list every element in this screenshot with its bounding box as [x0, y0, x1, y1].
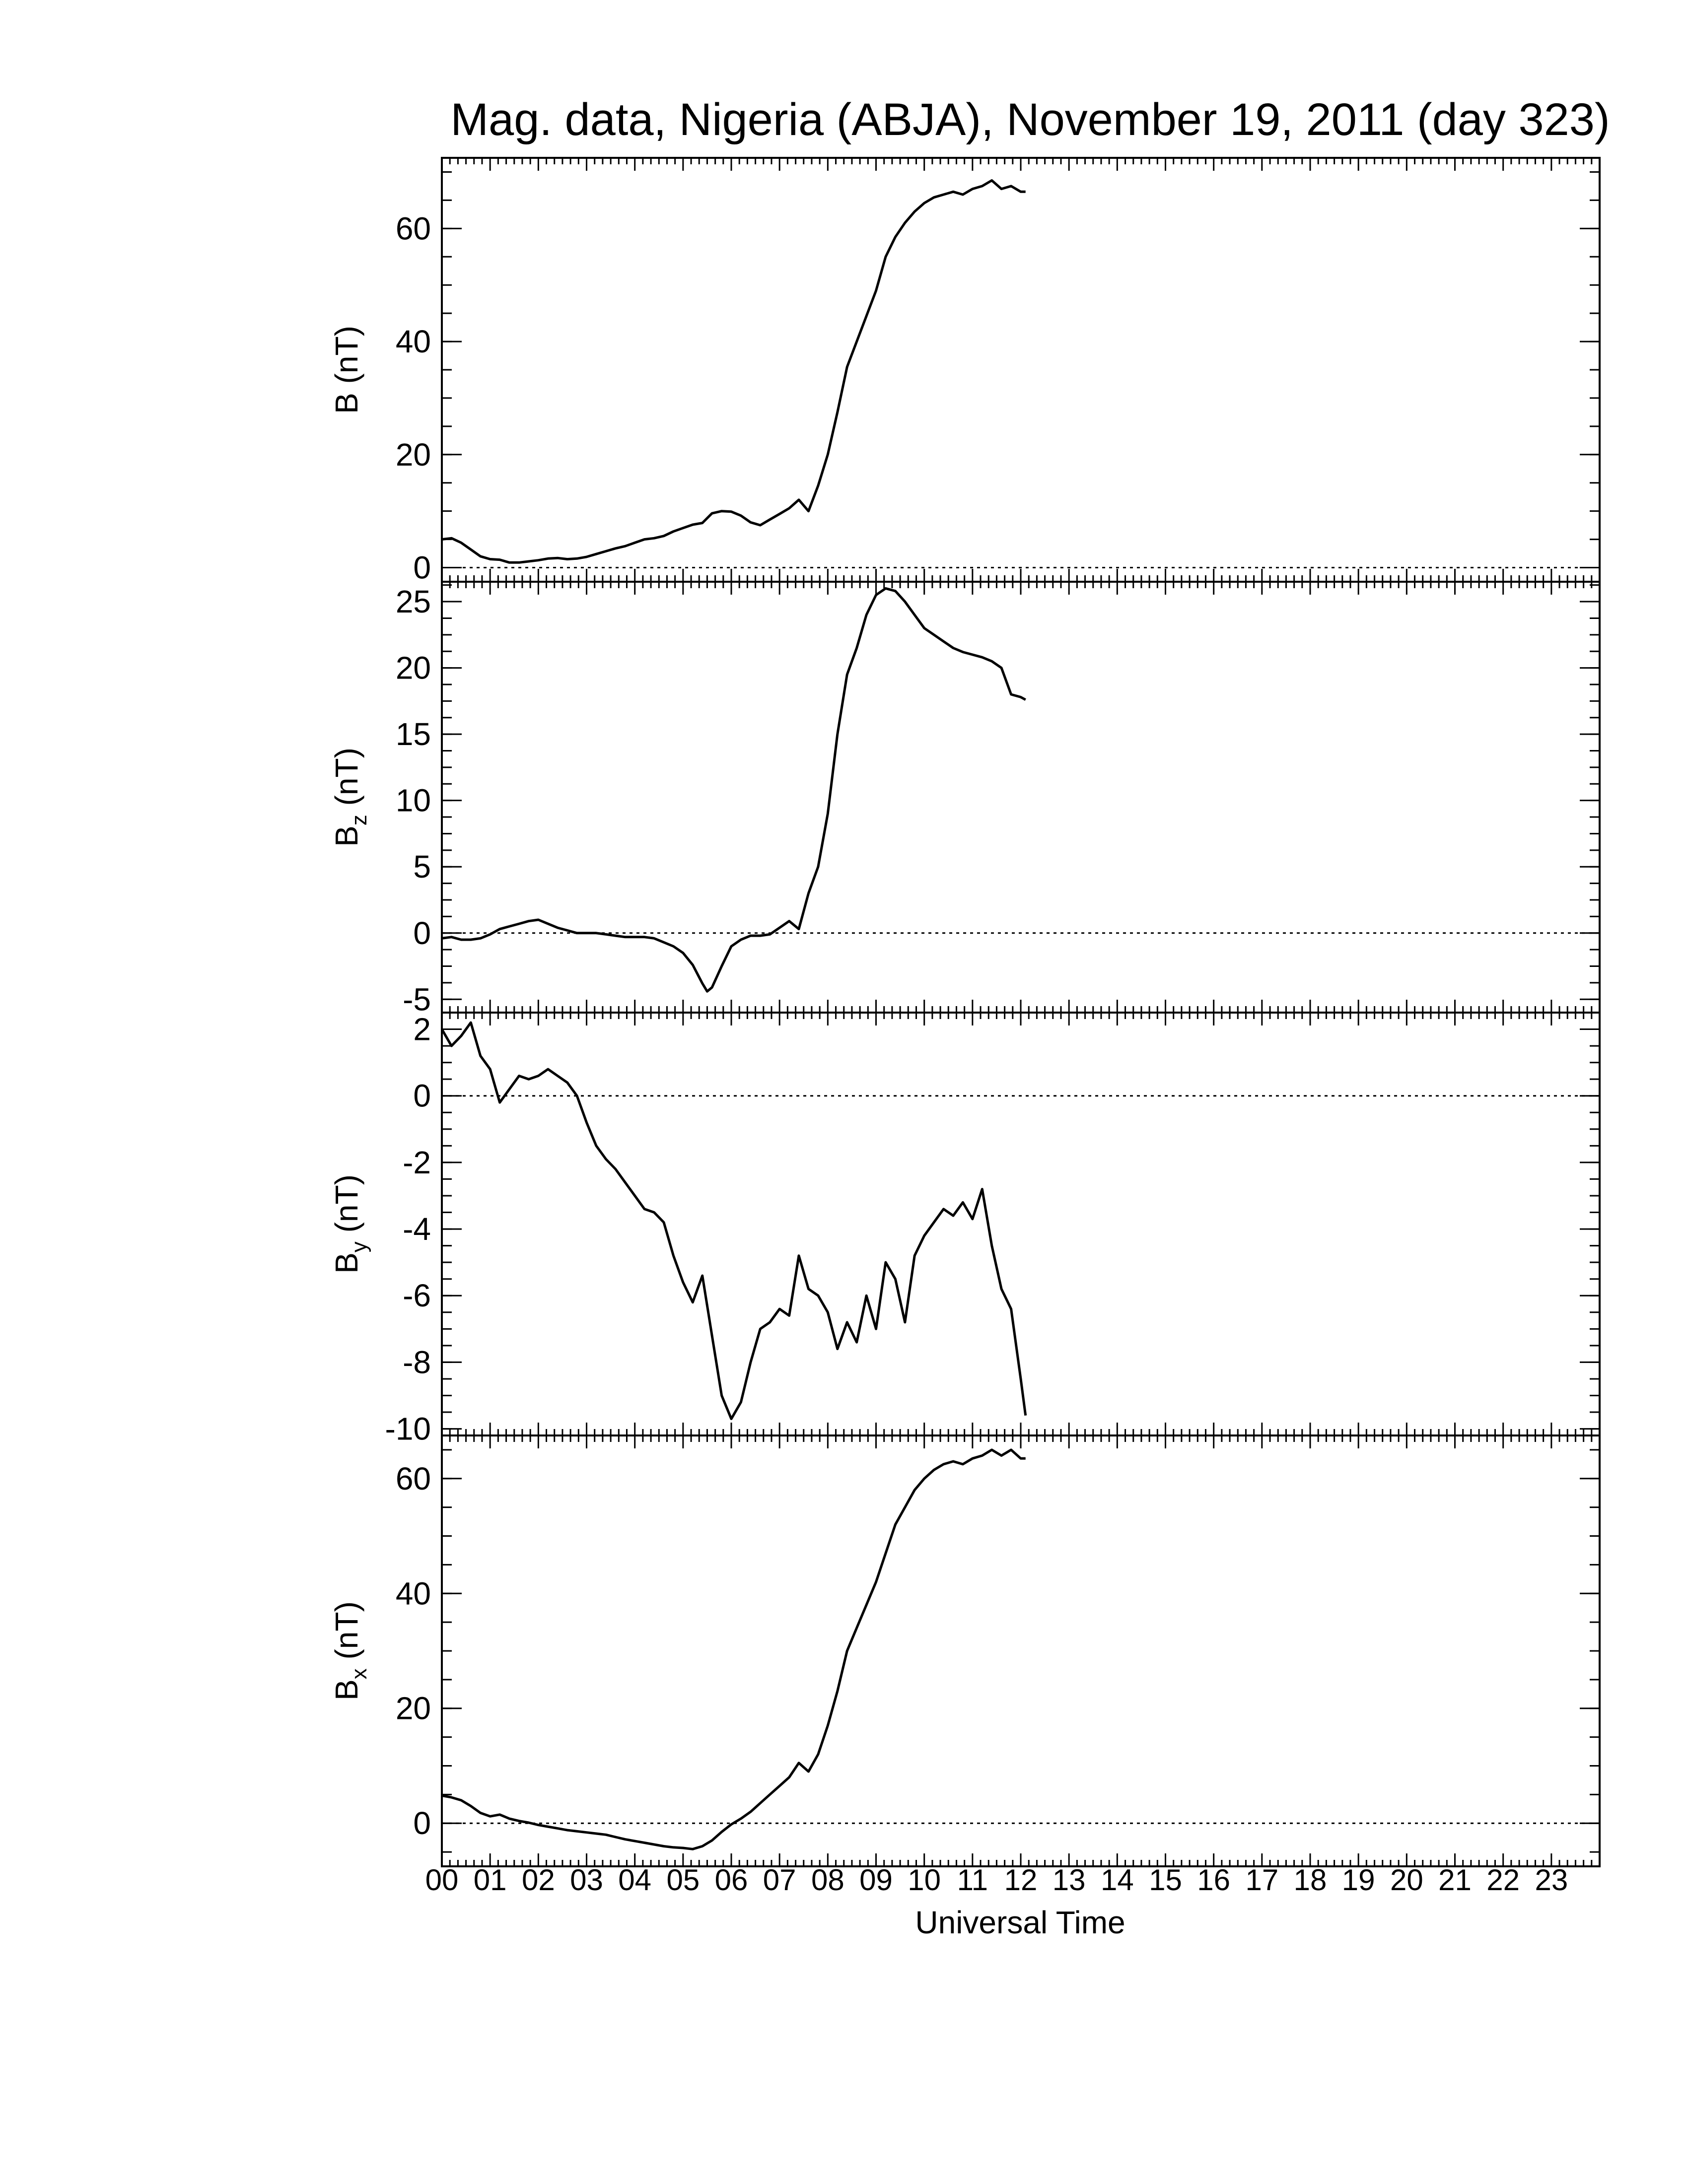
series-line-bz — [441, 587, 1026, 993]
y-tick-label-by: 2 — [413, 1012, 431, 1047]
panel-frame-bz — [441, 581, 1601, 1014]
x-ticks-by — [441, 1013, 1601, 1435]
chart-title: Mag. data, Nigeria (ABJA), November 19, … — [450, 94, 1610, 145]
series-line-b — [441, 179, 1026, 564]
y-tick-label-bz: 10 — [396, 783, 431, 819]
x-ticks-b — [441, 158, 1601, 582]
y-axis-label-bx: Bx (nT) — [329, 1601, 371, 1701]
y-tick-label-bz: 25 — [396, 584, 431, 619]
x-tick-label: 18 — [1294, 1863, 1327, 1897]
x-axis-label: Universal Time — [915, 1905, 1125, 1940]
y-axis-label-bz: Bz (nT) — [329, 748, 371, 847]
x-tick-label: 13 — [1053, 1863, 1086, 1897]
panel-bx: 0 20 40 60 Bx (nT) — [329, 1434, 1601, 1867]
x-ticks-bx — [441, 1435, 1601, 1866]
x-tick-label: 09 — [859, 1863, 893, 1897]
y-tick-label-bz: 20 — [396, 650, 431, 686]
y-tick-label-by: -4 — [403, 1211, 431, 1247]
panel-bz: -5 0 5 10 15 20 25 Bz (nT) — [329, 581, 1601, 1017]
y-tick-label-bx: 20 — [396, 1691, 431, 1726]
x-tick-label: 07 — [763, 1863, 796, 1897]
y-tick-label-b: 0 — [413, 550, 431, 586]
series-line-bx — [441, 1448, 1026, 1850]
y-ticks-b — [442, 171, 1600, 569]
x-tick-label: 11 — [957, 1863, 988, 1897]
y-tick-label-by: -10 — [385, 1411, 431, 1447]
x-tick-label: 06 — [715, 1863, 748, 1897]
y-tick-label-bx: 60 — [396, 1461, 431, 1497]
x-tick-label: 23 — [1535, 1863, 1568, 1897]
y-tick-label-by: -8 — [403, 1344, 431, 1380]
y-axis-label-by: By (nT) — [329, 1174, 371, 1274]
y-tick-label-b: 60 — [396, 210, 431, 246]
x-tick-label: 00 — [425, 1863, 459, 1897]
panel-frame-b — [441, 157, 1601, 583]
x-tick-label: 08 — [811, 1863, 844, 1897]
y-tick-label-bz: -5 — [403, 981, 431, 1017]
x-tick-labels: 00 01 02 03 04 05 06 07 08 09 10 11 12 13 14 15 16 17 18 19… — [425, 1863, 1568, 1897]
y-tick-label-by: -2 — [403, 1145, 431, 1180]
y-ticks-by — [442, 1012, 1600, 1430]
x-tick-label: 03 — [570, 1863, 603, 1897]
x-tick-label: 10 — [908, 1863, 941, 1897]
x-tick-label: 01 — [474, 1863, 507, 1897]
panel-b: 0 20 40 60 B (nT) — [329, 157, 1601, 586]
panel-frame-bx — [441, 1434, 1601, 1867]
y-axis-label-b: B (nT) — [329, 326, 364, 414]
y-tick-label-bx: 40 — [396, 1575, 431, 1611]
x-ticks-bz — [441, 582, 1601, 1013]
x-tick-label: 14 — [1101, 1863, 1134, 1897]
x-tick-label: 20 — [1390, 1863, 1423, 1897]
panel-by: -10 -8 -6 -4 -2 0 2 By (nT) — [329, 1012, 1601, 1447]
x-tick-label: 15 — [1149, 1863, 1182, 1897]
x-tick-label: 12 — [1004, 1863, 1038, 1897]
y-tick-label-bx: 0 — [413, 1805, 431, 1841]
y-ticks-bz — [442, 584, 1600, 1000]
x-tick-label: 02 — [522, 1863, 555, 1897]
series-line-by — [440, 1021, 1027, 1420]
x-tick-label: 19 — [1342, 1863, 1375, 1897]
y-tick-label-bz: 0 — [413, 915, 431, 951]
y-tick-label-b: 40 — [396, 324, 431, 359]
x-tick-label: 21 — [1438, 1863, 1472, 1897]
y-tick-label-b: 20 — [396, 437, 431, 473]
x-tick-label: 22 — [1486, 1863, 1520, 1897]
x-tick-label: 04 — [618, 1863, 651, 1897]
y-tick-label-by: -6 — [403, 1278, 431, 1313]
x-tick-label: 17 — [1245, 1863, 1278, 1897]
y-tick-label-by: 0 — [413, 1078, 431, 1114]
x-tick-label: 16 — [1197, 1863, 1230, 1897]
y-tick-label-bz: 5 — [413, 849, 431, 885]
x-tick-label: 05 — [666, 1863, 700, 1897]
y-tick-label-bz: 15 — [396, 716, 431, 752]
y-ticks-bx — [442, 1449, 1600, 1853]
